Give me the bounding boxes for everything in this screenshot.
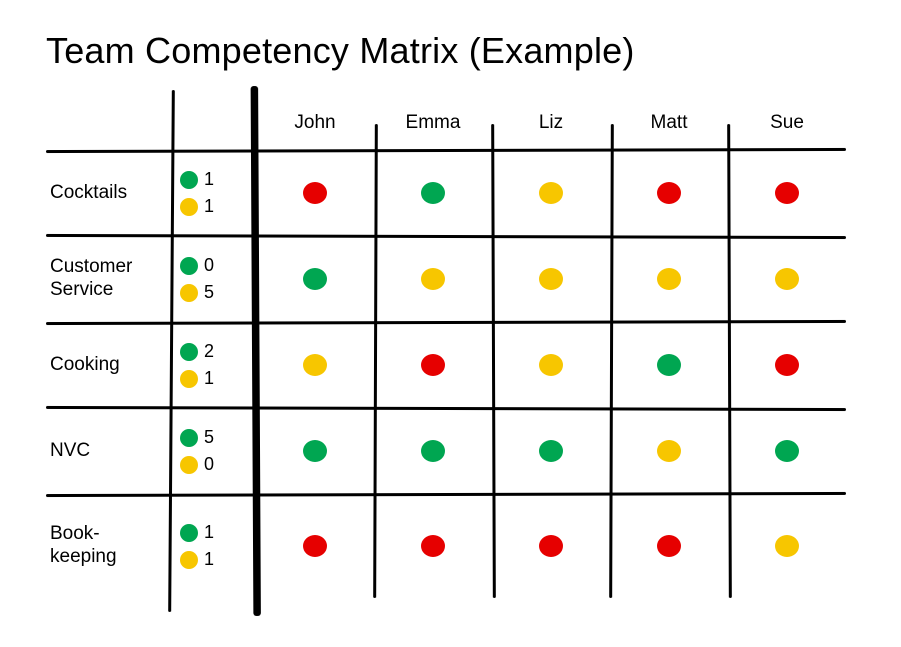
skill-row: Cooking21 bbox=[46, 322, 846, 408]
rating-cell bbox=[374, 408, 492, 494]
yellow-dot bbox=[421, 268, 445, 290]
red-dot bbox=[421, 354, 445, 376]
rating-cell bbox=[728, 150, 846, 236]
rating-cell bbox=[492, 236, 610, 322]
yellow-dot bbox=[539, 268, 563, 290]
red-dot bbox=[421, 535, 445, 557]
target-count: 1 bbox=[204, 368, 214, 389]
rating-cell bbox=[492, 150, 610, 236]
green-dot bbox=[180, 524, 198, 542]
header-row: John Emma Liz Matt Sue bbox=[46, 96, 846, 150]
green-dot bbox=[539, 440, 563, 462]
green-dot bbox=[180, 429, 198, 447]
column-header: Emma bbox=[374, 96, 492, 150]
rating-cell bbox=[256, 236, 374, 322]
skill-label: Customer Service bbox=[50, 256, 132, 302]
person-name: John bbox=[294, 112, 335, 134]
rating-cell bbox=[256, 150, 374, 236]
green-dot bbox=[180, 343, 198, 361]
yellow-dot bbox=[180, 284, 198, 302]
rating-cell bbox=[492, 494, 610, 598]
yellow-dot bbox=[539, 182, 563, 204]
person-name: Emma bbox=[406, 112, 461, 134]
green-dot bbox=[775, 440, 799, 462]
skill-label: NVC bbox=[50, 440, 90, 463]
target-count: 1 bbox=[204, 196, 214, 217]
green-dot bbox=[421, 440, 445, 462]
target-count: 1 bbox=[204, 522, 214, 543]
skill-label: Cooking bbox=[50, 354, 120, 377]
target-count: 5 bbox=[204, 427, 214, 448]
green-dot bbox=[180, 257, 198, 275]
rating-cell bbox=[728, 494, 846, 598]
target-counts: 21 bbox=[180, 341, 214, 389]
column-header: Matt bbox=[610, 96, 728, 150]
red-dot bbox=[657, 535, 681, 557]
yellow-dot bbox=[657, 268, 681, 290]
target-count: 5 bbox=[204, 282, 214, 303]
rating-cell bbox=[256, 322, 374, 408]
rating-cell bbox=[256, 494, 374, 598]
target-counts: 05 bbox=[180, 255, 214, 303]
rating-cell bbox=[256, 408, 374, 494]
skill-label: Book- keeping bbox=[50, 523, 117, 569]
target-count: 0 bbox=[204, 255, 214, 276]
green-dot bbox=[180, 171, 198, 189]
rating-cell bbox=[374, 150, 492, 236]
green-dot bbox=[657, 354, 681, 376]
target-counts: 11 bbox=[180, 169, 214, 217]
target-count: 0 bbox=[204, 454, 214, 475]
red-dot bbox=[775, 182, 799, 204]
rating-cell bbox=[610, 408, 728, 494]
rating-cell bbox=[610, 150, 728, 236]
target-counts: 50 bbox=[180, 427, 214, 475]
yellow-dot bbox=[180, 370, 198, 388]
rating-cell bbox=[728, 322, 846, 408]
rating-cell bbox=[728, 236, 846, 322]
yellow-dot bbox=[775, 268, 799, 290]
page-title: Team Competency Matrix (Example) bbox=[46, 30, 861, 72]
rating-cell bbox=[610, 322, 728, 408]
rating-cell bbox=[492, 408, 610, 494]
yellow-dot bbox=[775, 535, 799, 557]
person-name: Matt bbox=[651, 112, 688, 134]
rating-cell bbox=[728, 408, 846, 494]
red-dot bbox=[303, 535, 327, 557]
yellow-dot bbox=[180, 456, 198, 474]
rating-cell bbox=[610, 494, 728, 598]
green-dot bbox=[421, 182, 445, 204]
skill-label: Cocktails bbox=[50, 182, 127, 205]
green-dot bbox=[303, 268, 327, 290]
rating-cell bbox=[374, 494, 492, 598]
person-name: Sue bbox=[770, 112, 804, 134]
rating-cell bbox=[492, 322, 610, 408]
red-dot bbox=[657, 182, 681, 204]
target-counts: 11 bbox=[180, 522, 214, 570]
red-dot bbox=[775, 354, 799, 376]
rating-cell bbox=[374, 236, 492, 322]
yellow-dot bbox=[180, 551, 198, 569]
yellow-dot bbox=[657, 440, 681, 462]
column-header: John bbox=[256, 96, 374, 150]
skill-row: NVC50 bbox=[46, 408, 846, 494]
column-header: Sue bbox=[728, 96, 846, 150]
target-count: 2 bbox=[204, 341, 214, 362]
skill-row: Cocktails11 bbox=[46, 150, 846, 236]
yellow-dot bbox=[180, 198, 198, 216]
red-dot bbox=[303, 182, 327, 204]
yellow-dot bbox=[539, 354, 563, 376]
yellow-dot bbox=[303, 354, 327, 376]
person-name: Liz bbox=[539, 112, 563, 134]
red-dot bbox=[539, 535, 563, 557]
skill-row: Customer Service05 bbox=[46, 236, 846, 322]
target-count: 1 bbox=[204, 169, 214, 190]
green-dot bbox=[303, 440, 327, 462]
skill-row: Book- keeping11 bbox=[46, 494, 846, 598]
target-count: 1 bbox=[204, 549, 214, 570]
competency-matrix: JohnEmmaLizMattSueCocktails11Customer Se… bbox=[46, 96, 846, 598]
rating-cell bbox=[374, 322, 492, 408]
rating-cell bbox=[610, 236, 728, 322]
column-header: Liz bbox=[492, 96, 610, 150]
